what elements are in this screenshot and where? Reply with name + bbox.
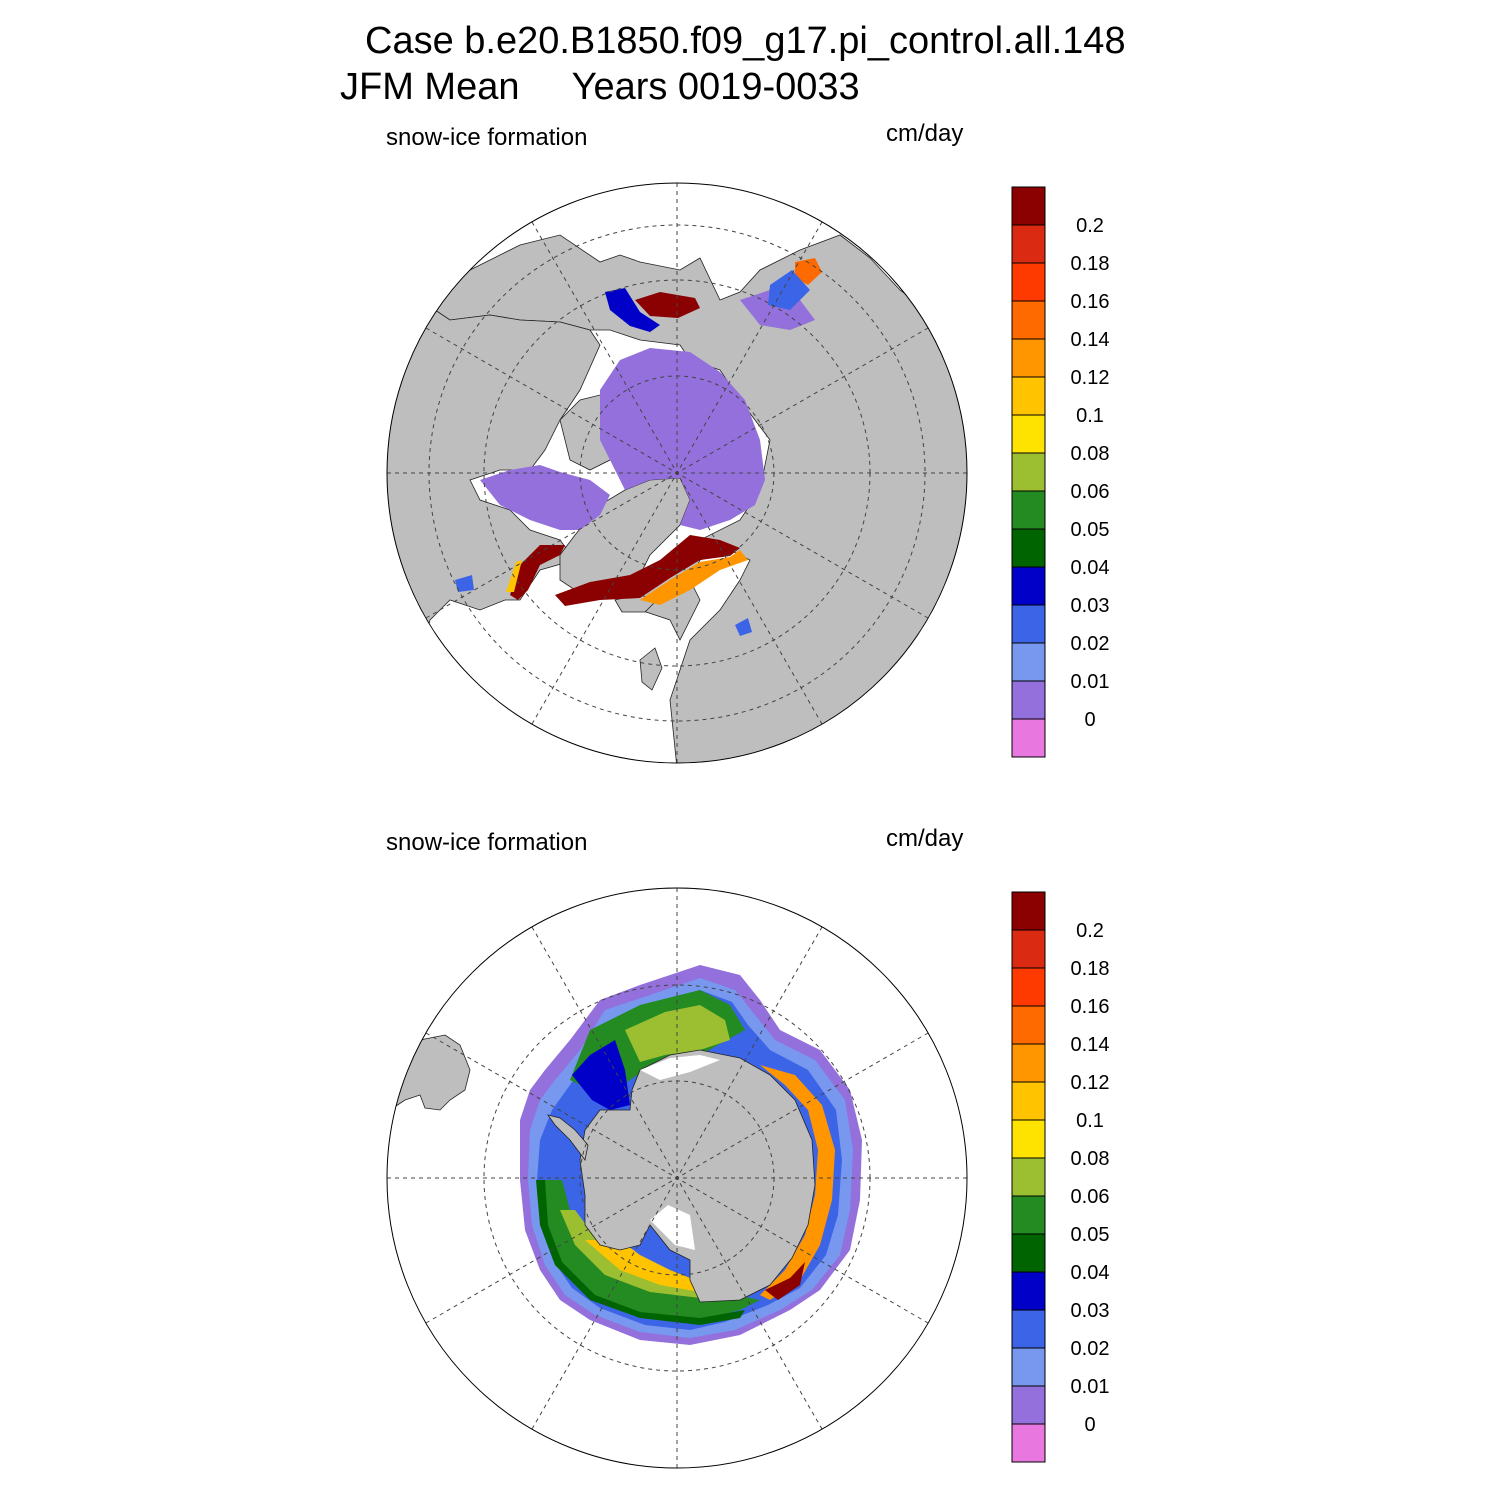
south-colorbar: 0.2 0.18 0.16 0.14 0.12 0.1 0.08 0.06 0.05 0.04 0.…: [1011, 891, 1110, 1463]
north-land-uk: [639, 647, 663, 691]
south-graticule: [387, 888, 967, 1468]
south-colorbar-tick-label: 0: [1084, 1414, 1095, 1436]
north-colorbar-swatch: [1011, 300, 1046, 340]
south-colorbar-swatch: [1011, 1005, 1046, 1045]
north-map-border: [386, 182, 968, 764]
north-colorbar-swatch: [1011, 642, 1046, 682]
south-colorbar-tick-label: 0.18: [1071, 958, 1110, 980]
north-colorbar-tick-label: 0.01: [1071, 671, 1110, 693]
south-colorbar-tick-label: 0.12: [1071, 1072, 1110, 1094]
north-colorbar-swatch: [1011, 186, 1046, 226]
south-colorbar-swatch: [1011, 1423, 1046, 1463]
south-colorbar-tick-label: 0.03: [1071, 1300, 1110, 1322]
south-colorbar-tick-label: 0.2: [1076, 920, 1104, 942]
south-colorbar-tick-label: 0.08: [1071, 1148, 1110, 1170]
south-colorbar-swatch: [1011, 1347, 1046, 1387]
north-band-baltic: [735, 618, 752, 636]
north-panel-units-label: cm/day: [886, 120, 964, 147]
north-colorbar-tick-label: 0.02: [1071, 633, 1110, 655]
south-colorbar-swatch: [1011, 1233, 1046, 1273]
period-title: JFM Mean Years 0019-0033: [340, 66, 860, 108]
south-colorbar-tick-label: 0.04: [1071, 1262, 1110, 1284]
south-ice-east-coast: [760, 1065, 835, 1300]
north-colorbar-tick-label: 0.12: [1071, 367, 1110, 389]
south-colorbar-swatch: [1011, 1043, 1046, 1083]
north-colorbar-tick-label: 0.18: [1071, 253, 1110, 275]
north-band-okhotsk-hot: [795, 258, 822, 285]
south-colorbar-swatch: [1011, 1309, 1046, 1349]
north-colorbar-swatch: [1011, 376, 1046, 416]
north-colorbar-swatch: [1011, 718, 1046, 758]
north-ice-central-arctic: [600, 348, 765, 530]
north-band-okhotsk-edge: [768, 270, 810, 310]
north-colorbar-swatch: [1011, 528, 1046, 568]
north-band-bering: [635, 292, 700, 318]
south-colorbar-tick-label: 0.05: [1071, 1224, 1110, 1246]
south-colorbar-swatch: [1011, 967, 1046, 1007]
north-band-bering-edge: [605, 288, 660, 332]
south-colorbar-tick-label: 0.06: [1071, 1186, 1110, 1208]
north-band-greenland-east: [555, 535, 740, 606]
north-colorbar-swatch: [1011, 338, 1046, 378]
north-colorbar-tick-label: 0.04: [1071, 557, 1110, 579]
south-land-antarctic-peninsula: [547, 1114, 589, 1161]
south-ice-shelf-ross: [640, 1055, 720, 1080]
north-colorbar-tick-label: 0.06: [1071, 481, 1110, 503]
south-panel-units-label: cm/day: [886, 825, 964, 852]
south-panel-variable-label: snow-ice formation: [386, 829, 588, 856]
north-colorbar-tick-label: 0.1: [1076, 405, 1104, 427]
north-colorbar-swatch: [1011, 604, 1046, 644]
north-colorbar-swatch: [1011, 262, 1046, 302]
south-colorbar-tick-label: 0.14: [1071, 1034, 1110, 1056]
north-band-greenland-east-edge: [640, 550, 748, 605]
south-ice-shelf-weddell: [650, 1205, 695, 1250]
north-ice-baffin-hudson: [480, 465, 610, 530]
south-polar-map: [386, 887, 968, 1469]
north-colorbar-swatch: [1011, 490, 1046, 530]
north-colorbar-tick-label: 0: [1084, 709, 1095, 731]
north-colorbar: 0.2 0.18 0.16 0.14 0.12 0.1 0.08 0.06 0.05 0.04 0.…: [1011, 186, 1110, 758]
north-panel-variable-label: snow-ice formation: [386, 124, 588, 151]
north-colorbar-tick-label: 0.05: [1071, 519, 1110, 541]
south-ice-weddell-darkgreen: [536, 1180, 745, 1325]
south-colorbar-tick-label: 0.16: [1071, 996, 1110, 1018]
north-colorbar-tick-label: 0.16: [1071, 291, 1110, 313]
north-colorbar-tick-label: 0.03: [1071, 595, 1110, 617]
south-colorbar-swatch: [1011, 1195, 1046, 1235]
south-colorbar-swatch: [1011, 1157, 1046, 1197]
north-colorbar-tick-label: 0.08: [1071, 443, 1110, 465]
north-graticule: [387, 183, 967, 763]
south-colorbar-swatch: [1011, 1271, 1046, 1311]
south-ice-weddell-green: [540, 1180, 760, 1320]
north-colorbar-swatch: [1011, 452, 1046, 492]
south-map-border: [386, 887, 968, 1469]
north-colorbar-swatch: [1011, 414, 1046, 454]
south-ice-east-coast-red: [765, 1262, 805, 1300]
south-colorbar-swatch: [1011, 1385, 1046, 1425]
north-colorbar-swatch: [1011, 566, 1046, 606]
south-ice-weddell-yellow: [585, 1240, 740, 1295]
case-title: Case b.e20.B1850.f09_g17.pi_control.all.…: [365, 20, 1126, 62]
north-band-labrador: [510, 545, 565, 600]
south-colorbar-swatch: [1011, 929, 1046, 969]
north-colorbar-swatch: [1011, 224, 1046, 264]
north-band-gulf-st-lawrence: [455, 575, 474, 592]
south-colorbar-tick-label: 0.02: [1071, 1338, 1110, 1360]
south-colorbar-tick-label: 0.1: [1076, 1110, 1104, 1132]
north-colorbar-tick-label: 0.2: [1076, 215, 1104, 237]
north-colorbar-tick-label: 0.14: [1071, 329, 1110, 351]
south-colorbar-tick-label: 0.01: [1071, 1376, 1110, 1398]
south-ice-ross-darkblue: [572, 1040, 630, 1110]
south-colorbar-swatch: [1011, 1081, 1046, 1121]
north-colorbar-swatch: [1011, 680, 1046, 720]
north-polar-map: [386, 182, 968, 764]
south-colorbar-swatch: [1011, 891, 1046, 931]
south-colorbar-swatch: [1011, 1119, 1046, 1159]
